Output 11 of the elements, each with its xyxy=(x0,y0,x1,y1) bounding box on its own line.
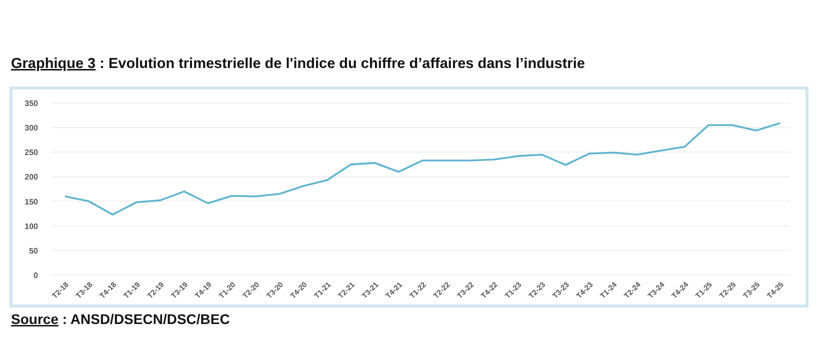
y-tick-label: 250 xyxy=(24,148,39,158)
y-tick-label: 50 xyxy=(29,246,39,256)
y-tick-label: 300 xyxy=(24,124,39,133)
line-series xyxy=(64,122,781,216)
y-tick-label: 150 xyxy=(24,197,39,206)
y-tick-label: 0 xyxy=(34,271,39,280)
chart-title: Graphique 3 : Evolution trimestrielle de l'indice du chiffre d’affaires dans l’industrie xyxy=(11,56,585,72)
y-tick-label: 200 xyxy=(24,172,39,182)
y-tick-label: 100 xyxy=(24,222,39,231)
source-note: Source : ANSD/DSECN/DSC/BEC xyxy=(11,311,230,327)
y-tick-label: 350 xyxy=(24,99,39,108)
